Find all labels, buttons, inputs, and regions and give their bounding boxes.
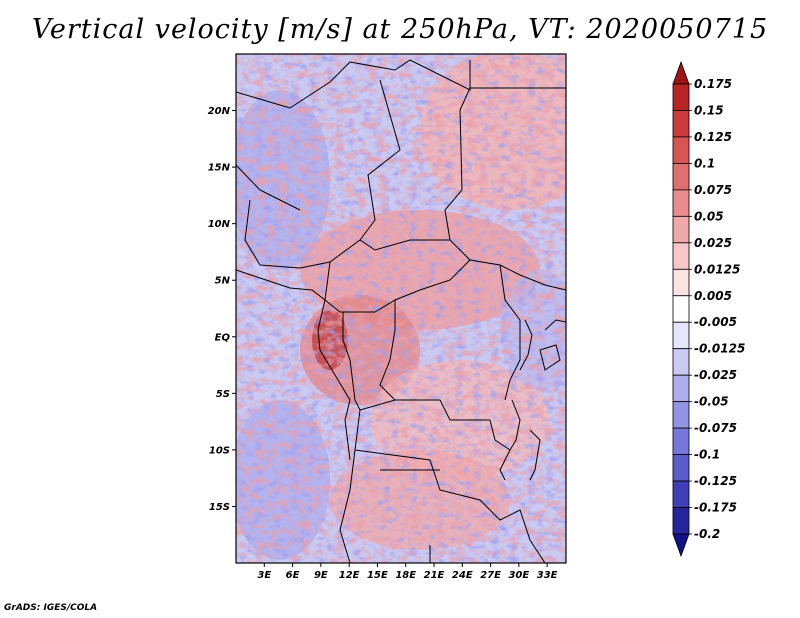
lat-label: 5S [216, 389, 230, 400]
map-frame [235, 53, 567, 564]
colorbar-swatch [672, 507, 690, 535]
colorbar-swatch [672, 374, 690, 403]
colorbar-swatch [672, 110, 690, 138]
colorbar-swatch [672, 295, 690, 323]
colorbar-label: 0.025 [694, 236, 732, 250]
lat-label: 15N [208, 163, 231, 174]
colorbar-swatch [672, 533, 690, 558]
lon-label: 33E [537, 570, 558, 581]
lat-label: 10N [208, 219, 231, 230]
lon-label: 3E [257, 570, 271, 581]
colorbar-swatch [672, 348, 690, 376]
colorbar-label: -0.175 [694, 501, 737, 515]
lat-label: 15S [209, 502, 230, 513]
lon-label: 12E [339, 570, 360, 581]
colorbar-label: 0.125 [694, 130, 732, 144]
colorbar-label: 0.05 [694, 209, 724, 223]
colorbar-swatch [672, 401, 690, 429]
colorbar-swatch [672, 268, 690, 297]
colorbar-swatch [672, 189, 690, 217]
colorbar-swatch [672, 242, 690, 270]
plot-title: Vertical velocity [m/s] at 250hPa, VT: 2… [31, 14, 769, 45]
colorbar-swatch [672, 163, 690, 191]
colorbar-label: -0.125 [694, 474, 737, 488]
lat-label: 5N [215, 276, 231, 287]
lon-label: 15E [367, 570, 388, 581]
lon-label: 27E [480, 570, 501, 581]
colorbar-label: -0.075 [694, 421, 737, 435]
velocity-field [236, 54, 566, 563]
colorbar-label: -0.025 [694, 368, 737, 382]
colorbar-label: -0.05 [694, 395, 729, 409]
colorbar-label: 0.175 [694, 77, 732, 91]
colorbar-swatch [672, 215, 690, 244]
lon-label: 9E [314, 570, 328, 581]
colorbar-label: 0.005 [694, 289, 732, 303]
latitude-axis: 20N 15N 10N 5N EQ 5S 10S 15S [208, 106, 236, 513]
colorbar-swatch [672, 427, 690, 455]
lon-label: 18E [395, 570, 416, 581]
colorbar: 0.175 0.15 0.125 0.1 0.075 0.05 0.025 0.0125 0.0… [672, 60, 745, 558]
lat-label: 20N [208, 106, 231, 117]
colorbar-label: -0.1 [694, 448, 720, 462]
colorbar-label: 0.1 [694, 156, 715, 170]
colorbar-label: 0.075 [694, 183, 732, 197]
colorbar-swatch [672, 60, 690, 85]
colorbar-swatch [672, 321, 690, 350]
colorbar-label: -0.0125 [694, 342, 745, 356]
lon-label: 24E [452, 570, 473, 581]
colorbar-swatch [672, 454, 690, 482]
colorbar-label: -0.2 [694, 527, 720, 541]
lat-label: 10S [209, 445, 230, 456]
colorbar-label: 0.15 [694, 103, 724, 117]
lon-label: 30E [508, 570, 529, 581]
grads-credit: GrADS: IGES/COLA [4, 603, 98, 613]
country-boundaries [236, 59, 566, 563]
colorbar-swatch [672, 480, 690, 508]
lat-label: EQ [215, 332, 231, 343]
colorbar-label: 0.0125 [694, 262, 740, 276]
colorbar-swatch [672, 136, 690, 164]
lon-label: 21E [424, 570, 445, 581]
colorbar-label: -0.005 [694, 315, 737, 329]
colorbar-swatch [672, 83, 690, 111]
longitude-axis: 3E 6E 9E 12E 15E 18E 21E 24E 27E 30E 33E [257, 563, 558, 581]
lon-label: 6E [286, 570, 300, 581]
